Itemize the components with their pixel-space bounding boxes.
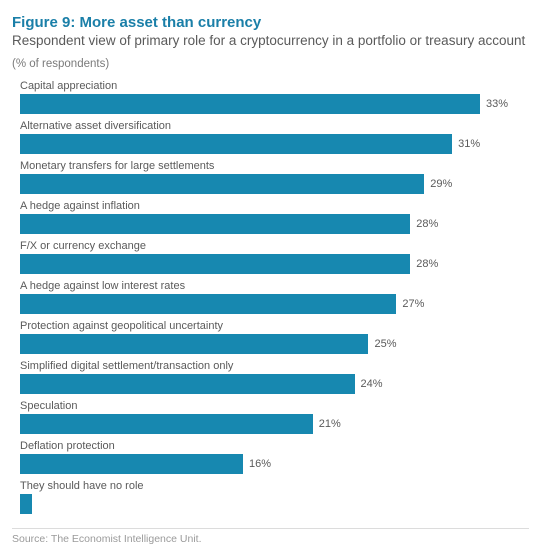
chart-row: Simplified digital settlement/transactio…: [20, 360, 517, 394]
bar-line: 28%: [20, 214, 517, 234]
bar: [20, 134, 452, 154]
chart-row: A hedge against low interest rates 27%: [20, 280, 517, 314]
chart-row: F/X or currency exchange 28%: [20, 240, 517, 274]
bar-line: 28%: [20, 254, 517, 274]
bar-value: 28%: [416, 218, 438, 230]
category-label: A hedge against inflation: [20, 200, 517, 212]
category-label: Simplified digital settlement/transactio…: [20, 360, 517, 372]
bar-line: 16%: [20, 454, 517, 474]
bar-value: 31%: [458, 138, 480, 150]
chart-row: A hedge against inflation 28%: [20, 200, 517, 234]
chart-row: Monetary transfers for large settlements…: [20, 160, 517, 194]
bar: [20, 294, 396, 314]
figure-source: Source: The Economist Intelligence Unit.: [12, 528, 529, 545]
bar: [20, 414, 313, 434]
bar-line: 31%: [20, 134, 517, 154]
category-label: They should have no role: [20, 480, 517, 492]
chart-row: Deflation protection 16%: [20, 440, 517, 474]
chart-row: Capital appreciation 33%: [20, 80, 517, 114]
bar-value: 28%: [416, 258, 438, 270]
bar-value: 29%: [430, 178, 452, 190]
category-label: Capital appreciation: [20, 80, 517, 92]
category-label: A hedge against low interest rates: [20, 280, 517, 292]
category-label: Alternative asset diversification: [20, 120, 517, 132]
figure-unit-label: (% of respondents): [12, 58, 529, 70]
category-label: F/X or currency exchange: [20, 240, 517, 252]
bar-value: 25%: [374, 338, 396, 350]
bar-line: 24%: [20, 374, 517, 394]
bar: [20, 94, 480, 114]
bar-line: 21%: [20, 414, 517, 434]
bar: [20, 374, 355, 394]
bar-value: 16%: [249, 458, 271, 470]
category-label: Speculation: [20, 400, 517, 412]
bar: [20, 454, 243, 474]
category-label: Monetary transfers for large settlements: [20, 160, 517, 172]
bar-line: [20, 494, 517, 514]
bar-value: 21%: [319, 418, 341, 430]
chart-row: Protection against geopolitical uncertai…: [20, 320, 517, 354]
bar-line: 29%: [20, 174, 517, 194]
bar: [20, 494, 32, 514]
bar: [20, 174, 424, 194]
category-label: Protection against geopolitical uncertai…: [20, 320, 517, 332]
bar-line: 33%: [20, 94, 517, 114]
bar-line: 25%: [20, 334, 517, 354]
chart-row: Speculation 21%: [20, 400, 517, 434]
category-label: Deflation protection: [20, 440, 517, 452]
bar-value: 24%: [361, 378, 383, 390]
bar: [20, 334, 368, 354]
bar: [20, 254, 410, 274]
bar-chart: Capital appreciation 33% Alternative asset…: [12, 80, 529, 514]
figure-title: Figure 9: More asset than currency: [12, 14, 529, 31]
chart-row: Alternative asset diversification 31%: [20, 120, 517, 154]
bar-line: 27%: [20, 294, 517, 314]
bar-value: 27%: [402, 298, 424, 310]
chart-row: They should have no role: [20, 480, 517, 514]
figure-subtitle: Respondent view of primary role for a cr…: [12, 33, 529, 50]
bar-value: 33%: [486, 98, 508, 110]
bar: [20, 214, 410, 234]
